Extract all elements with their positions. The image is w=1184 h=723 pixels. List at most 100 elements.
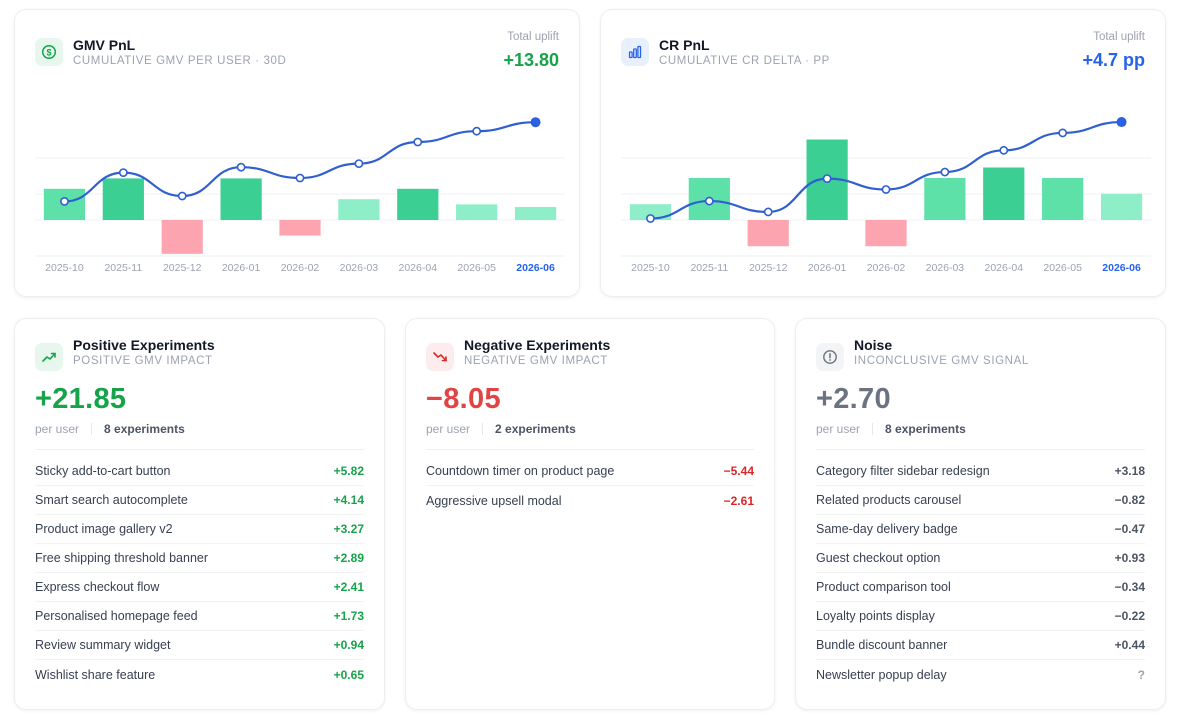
x-tick-label: 2026-02 [281, 262, 320, 274]
card-title: Negative Experiments [464, 337, 611, 353]
cr-chart: 2025-10 2025-11 2025-12 2026-01 2026-02 2026-… [621, 117, 1151, 274]
experiment-value: +4.14 [333, 493, 364, 507]
data-point [236, 162, 246, 172]
bar [161, 220, 203, 254]
bar [279, 220, 321, 236]
x-tick-label: 2026-02 [867, 262, 906, 274]
card-subtitle: POSITIVE GMV IMPACT [73, 355, 213, 367]
bar [102, 178, 144, 220]
experiment-value: +0.44 [1114, 638, 1145, 652]
x-tick-label: 2026-04 [985, 262, 1024, 274]
experiment-name: Product image gallery v2 [35, 522, 173, 536]
total-value: +2.70 [816, 383, 891, 415]
list-item[interactable]: Personalised homepage feed +1.73 [35, 602, 364, 631]
summary-meta: per user 8 experiments [816, 422, 966, 436]
total-value: +21.85 [35, 383, 127, 415]
trend-down-icon [426, 343, 454, 371]
x-tick-label: 2025-11 [104, 262, 142, 274]
trend-up-icon [35, 343, 63, 371]
experiment-list: Category filter sidebar redesign +3.18 Rel… [816, 457, 1145, 689]
list-item[interactable]: Countdown timer on product page −5.44 [426, 457, 754, 486]
x-tick-label: 2026-05 [1043, 262, 1082, 274]
x-tick-label: 2026-05 [457, 262, 496, 274]
list-item[interactable]: Wishlist share feature +0.65 [35, 660, 364, 689]
experiment-name: Express checkout flow [35, 580, 160, 594]
x-tick-label: 2025-12 [749, 262, 788, 274]
experiment-value: +3.27 [333, 522, 364, 536]
experiment-value: +2.41 [333, 580, 364, 594]
list-item[interactable]: Loyalty points display −0.22 [816, 602, 1145, 631]
list-item[interactable]: Product comparison tool −0.34 [816, 573, 1145, 602]
data-point [354, 159, 364, 168]
experiment-name: Bundle discount banner [816, 638, 948, 652]
cr-pnl-card: CR PnL CUMULATIVE CR DELTA · PP Total up… [600, 9, 1166, 297]
experiment-name: Smart search autocomplete [35, 493, 188, 507]
data-point [999, 145, 1009, 155]
card-title: Noise [854, 337, 893, 353]
x-tick-label: 2026-03 [926, 262, 965, 274]
experiment-value: +2.89 [333, 551, 364, 565]
positive-experiments-card: Positive Experiments POSITIVE GMV IMPACT… [14, 318, 385, 710]
x-tick-label: 2025-10 [631, 262, 670, 274]
data-point [704, 196, 714, 206]
per-user-label: per user [35, 422, 80, 436]
total-uplift-value: +4.7 pp [1082, 50, 1145, 70]
experiment-value: −0.47 [1114, 522, 1145, 536]
total-uplift-label: Total uplift [507, 31, 559, 43]
x-tick-label: 2026-01 [222, 262, 261, 274]
per-user-label: per user [816, 422, 861, 436]
data-point [763, 207, 773, 217]
list-item[interactable]: Free shipping threshold banner +2.89 [35, 544, 364, 573]
list-item[interactable]: Aggressive upsell modal −2.61 [426, 486, 754, 515]
divider [91, 423, 93, 435]
experiment-value: +1.73 [333, 609, 364, 623]
experiment-count: 8 experiments [885, 422, 966, 436]
card-subtitle: INCONCLUSIVE GMV SIGNAL [854, 355, 1029, 367]
list-item[interactable]: Same-day delivery badge −0.47 [816, 515, 1145, 544]
summary-meta: per user 2 experiments [426, 422, 576, 436]
dollar-icon: $ [35, 38, 63, 66]
list-item[interactable]: Category filter sidebar redesign +3.18 [816, 457, 1145, 486]
experiment-name: Newsletter popup delay [816, 667, 947, 682]
experiment-count: 2 experiments [495, 422, 576, 436]
list-item[interactable]: Express checkout flow +2.41 [35, 573, 364, 602]
experiment-name: Loyalty points display [816, 609, 935, 623]
list-item[interactable]: Guest checkout option +0.93 [816, 544, 1145, 573]
list-item[interactable]: Smart search autocomplete +4.14 [35, 486, 364, 515]
divider [482, 423, 484, 435]
divider [35, 449, 364, 450]
experiment-name: Wishlist share feature [35, 667, 156, 682]
card-subtitle: CUMULATIVE CR DELTA · PP [659, 55, 830, 67]
divider [816, 449, 1145, 450]
x-tick-label: 2025-12 [163, 262, 202, 274]
list-item[interactable]: Related products carousel −0.82 [816, 486, 1145, 515]
list-item[interactable]: Product image gallery v2 +3.27 [35, 515, 364, 544]
x-tick-label: 2026-03 [340, 262, 379, 274]
x-tick-label: 2025-11 [690, 262, 728, 274]
data-point [472, 126, 482, 136]
per-user-label: per user [426, 422, 471, 436]
data-point [881, 185, 891, 194]
bar [924, 178, 966, 220]
experiment-name: Personalised homepage feed [35, 609, 198, 623]
x-tick-label: 2026-01 [808, 262, 847, 274]
list-item[interactable]: Review summary widget +0.94 [35, 631, 364, 660]
experiment-name: Related products carousel [816, 493, 962, 507]
list-item[interactable]: Newsletter popup delay? [816, 660, 1145, 689]
alert-circle-icon [816, 343, 844, 371]
card-title: Positive Experiments [73, 337, 215, 353]
experiment-list: Countdown timer on product page −5.44 Aggr… [426, 457, 754, 515]
bar [456, 204, 498, 220]
bar [338, 199, 380, 220]
data-point [1116, 117, 1127, 128]
summary-meta: per user 8 experiments [35, 422, 185, 436]
card-subtitle: CUMULATIVE GMV PER USER · 30D [73, 55, 287, 67]
total-uplift-label: Total uplift [1093, 31, 1145, 43]
total-uplift-value: +13.80 [503, 50, 559, 70]
experiment-value: ? [1137, 667, 1145, 682]
data-point [118, 168, 128, 177]
list-item[interactable]: Bundle discount banner +0.44 [816, 631, 1145, 660]
experiment-name: Product comparison tool [816, 580, 951, 594]
list-item[interactable]: Sticky add-to-cart button +5.82 [35, 457, 364, 486]
x-tick-label: 2026-06 [516, 262, 555, 274]
